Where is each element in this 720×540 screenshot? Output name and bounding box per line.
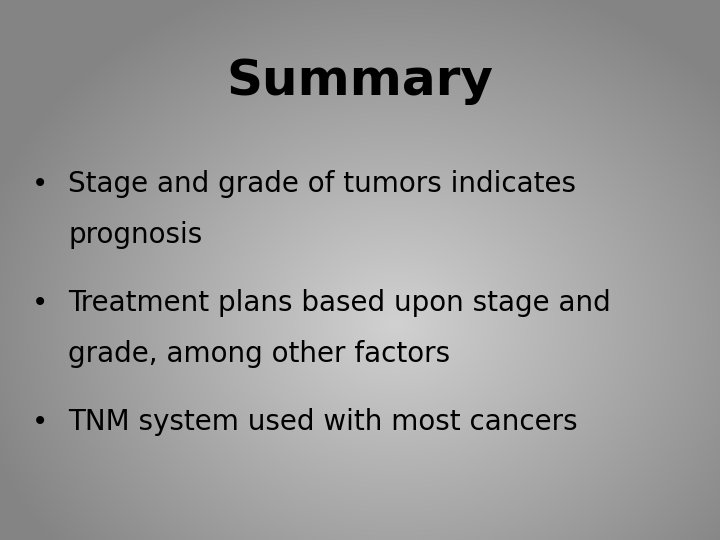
Text: TNM system used with most cancers: TNM system used with most cancers (68, 408, 578, 436)
Text: Summary: Summary (227, 57, 493, 105)
Text: •: • (32, 289, 48, 317)
Text: Treatment plans based upon stage and: Treatment plans based upon stage and (68, 289, 611, 317)
Text: grade, among other factors: grade, among other factors (68, 340, 451, 368)
Text: prognosis: prognosis (68, 221, 202, 249)
Text: •: • (32, 170, 48, 198)
Text: Stage and grade of tumors indicates: Stage and grade of tumors indicates (68, 170, 577, 198)
Text: •: • (32, 408, 48, 436)
